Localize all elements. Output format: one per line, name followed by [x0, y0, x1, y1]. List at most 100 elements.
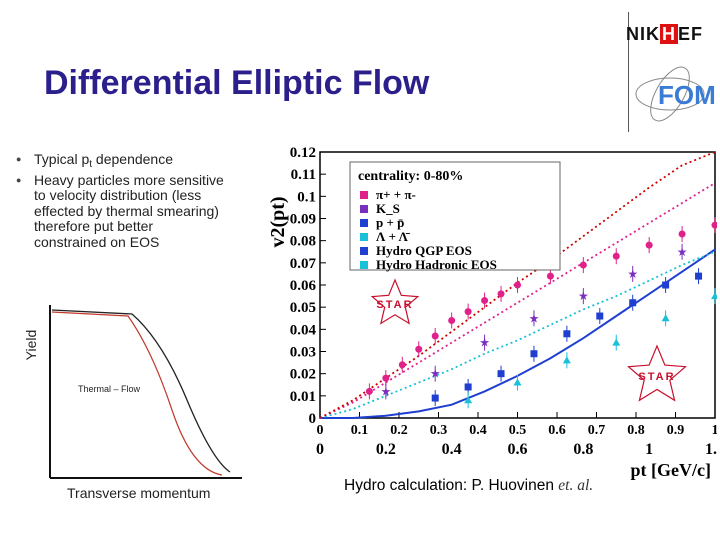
thermal-curve — [51, 309, 231, 473]
x-tick-label-upper: 0.7 — [588, 423, 606, 438]
x-tick-label-lower: 0.8 — [573, 441, 593, 458]
x-tick-label-lower: 1 — [645, 441, 653, 458]
point-pion — [382, 374, 390, 382]
point-kaon: ★ — [529, 311, 540, 325]
point-lambda — [562, 356, 571, 364]
point-pion — [546, 272, 554, 280]
yield-xlabel: Transverse momentum — [67, 485, 210, 501]
star-logo-label: STAR — [376, 299, 413, 311]
bullet-item: Typical pt dependence — [16, 151, 226, 173]
y-tick-label: 0.09 — [290, 212, 316, 228]
nikhef-logo: NIK H EF — [626, 24, 704, 44]
x-tick-label-upper: 0.2 — [390, 423, 408, 438]
point-kaon: ★ — [627, 267, 638, 281]
point-pion — [678, 230, 686, 238]
point-pion — [431, 332, 439, 340]
x-tick-label-lower: 0.6 — [508, 441, 528, 458]
yield-ylabel: Yield — [23, 330, 39, 361]
star-logo-label: STAR — [638, 371, 675, 383]
legend-marker — [360, 205, 368, 213]
x-tick-label-upper: 0.9 — [667, 423, 685, 438]
legend-label: Hydro QGP EOS — [376, 243, 472, 258]
point-pion — [514, 281, 521, 289]
y-tick-label: 0.1 — [297, 189, 316, 205]
legend-marker — [360, 219, 368, 227]
fom-logo: FOM — [658, 80, 716, 110]
point-proton — [596, 312, 604, 320]
legend-title: centrality: 0-80% — [358, 169, 463, 184]
chart-ylabel: v2(pt) — [267, 196, 289, 247]
point-proton — [431, 394, 439, 402]
point-pion — [711, 221, 717, 229]
point-pion — [398, 361, 406, 369]
point-kaon: ★ — [578, 289, 589, 303]
x-tick-label-upper: 0.8 — [627, 423, 645, 438]
y-tick-label: 0.02 — [290, 367, 316, 383]
point-kaon: ★ — [430, 367, 441, 381]
y-tick-label: 0 — [309, 411, 317, 427]
y-tick-label: 0.04 — [290, 322, 317, 338]
point-proton — [464, 383, 472, 391]
flow-curve — [51, 311, 223, 476]
bullet-list: Typical pt dependence Heavy particles mo… — [16, 151, 226, 251]
legend-box — [349, 161, 561, 271]
y-tick-label: 0.07 — [290, 256, 317, 272]
legend-marker — [360, 233, 368, 241]
point-proton — [695, 272, 703, 280]
point-proton — [629, 299, 637, 307]
point-lambda — [513, 378, 522, 386]
x-tick-label-upper: 0.6 — [548, 423, 566, 438]
bullet-item: Heavy particles more sensitive to veloci… — [16, 172, 226, 251]
x-tick-label-upper: 0.1 — [351, 423, 369, 438]
x-tick-label-lower: 0 — [316, 441, 324, 458]
y-tick-label: 0.11 — [291, 167, 316, 183]
legend-label: π+ + π- — [376, 187, 416, 202]
star-logo-icon — [370, 278, 420, 325]
point-proton — [662, 281, 670, 289]
star-logo-icon — [627, 344, 687, 402]
point-kaon: ★ — [380, 384, 391, 398]
point-pion — [365, 387, 373, 395]
point-lambda — [612, 338, 621, 346]
legend-label: Λ + Λ̄ — [376, 229, 410, 244]
point-proton — [530, 350, 538, 358]
y-tick-label: 0.01 — [290, 389, 316, 405]
legend-label: Hydro Hadronic EOS — [376, 257, 497, 272]
x-tick-label-upper: 0 — [317, 423, 324, 438]
x-tick-label-upper: 0.3 — [430, 423, 448, 438]
yield-annotation: Thermal – Flow — [78, 384, 141, 394]
point-kaon: ★ — [479, 336, 490, 350]
point-pion — [448, 316, 456, 324]
legend-label: K_S — [376, 201, 400, 216]
slide-title: Differential Elliptic Flow — [44, 64, 430, 102]
point-proton — [563, 330, 571, 338]
fom-logo-orbit-icon — [635, 66, 705, 122]
yield-plot: Yield Transverse momentum Thermal – Flow — [23, 305, 242, 501]
point-pion — [497, 290, 505, 298]
point-lambda — [711, 292, 717, 300]
chart-xlabel: pt [GeV/c] — [631, 460, 711, 480]
x-tick-label-lower: 0.4 — [442, 441, 462, 458]
point-pion — [645, 241, 653, 249]
x-tick-label-upper: 0.4 — [469, 423, 487, 438]
legend-label: p + p̄ — [376, 215, 404, 230]
y-tick-label: 0.08 — [290, 234, 316, 250]
point-pion — [464, 308, 472, 316]
x-tick-label-upper: 0.5 — [509, 423, 527, 438]
point-lambda — [661, 314, 670, 322]
y-tick-label: 0.03 — [290, 345, 316, 361]
point-kaon: ★ — [677, 245, 688, 259]
point-pion — [579, 261, 587, 269]
legend-marker — [360, 247, 368, 255]
point-pion — [415, 345, 423, 353]
legend-marker — [360, 261, 368, 269]
point-pion — [481, 297, 489, 305]
v2-chart: 0 0.01 0.02 0.03 0.04 0.05 0.06 0.07 0.08 0.09 0.1… — [267, 145, 718, 480]
caption: Hydro calculation: P. Huovinen et. al. — [344, 477, 594, 494]
y-tick-label: 0.06 — [290, 278, 317, 294]
legend-marker — [360, 191, 368, 199]
y-tick-label: 0.05 — [290, 300, 316, 316]
y-tick-label: 0.12 — [290, 145, 316, 161]
x-tick-label-upper: 1 — [712, 423, 718, 438]
point-lambda — [464, 396, 473, 404]
